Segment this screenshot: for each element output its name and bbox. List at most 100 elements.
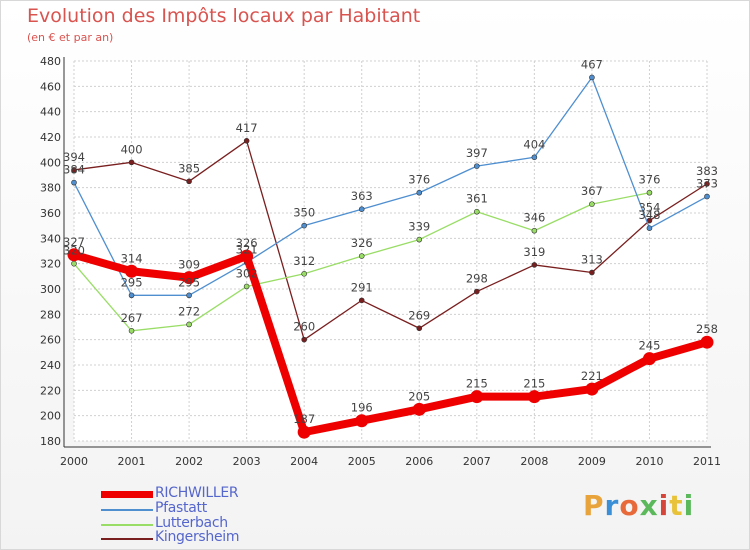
data-label-lutterbach: 339	[408, 220, 430, 234]
data-point-richwiller	[642, 352, 656, 366]
data-point-pfastatt	[704, 193, 710, 200]
data-point-kingersheim	[474, 288, 480, 295]
logo-letter: i	[658, 489, 670, 522]
data-point-kingersheim	[186, 178, 192, 185]
data-point-richwiller	[585, 382, 599, 396]
data-point-richwiller	[67, 248, 81, 262]
x-tick-label: 2003	[233, 455, 261, 468]
data-point-lutterbach	[589, 201, 595, 207]
data-label-richwiller: 326	[236, 236, 258, 250]
logo-letter: t	[669, 489, 684, 522]
data-point-pfastatt	[416, 189, 423, 196]
x-tick-label: 2000	[60, 455, 88, 468]
legend-label-kingersheim: Kingersheim	[155, 529, 240, 545]
x-tick-label: 2008	[520, 455, 548, 468]
data-point-richwiller	[125, 264, 139, 278]
y-tick-label: 280	[40, 308, 61, 321]
data-point-kingersheim	[358, 297, 365, 304]
x-tick-label: 2009	[578, 455, 606, 468]
data-point-lutterbach	[646, 189, 653, 196]
data-label-kingersheim: 319	[523, 245, 545, 259]
data-label-richwiller: 205	[408, 389, 430, 403]
data-point-lutterbach	[358, 253, 365, 259]
data-point-richwiller	[297, 425, 311, 439]
data-point-lutterbach	[186, 321, 192, 328]
logo-letter: P	[583, 489, 605, 522]
data-label-pfastatt: 295	[178, 275, 200, 289]
data-point-richwiller	[182, 271, 196, 285]
data-point-kingersheim	[531, 262, 538, 268]
data-label-pfastatt: 376	[408, 173, 430, 187]
y-tick-label: 180	[40, 435, 61, 448]
x-tick-label: 2005	[348, 455, 376, 468]
data-label-lutterbach: 302	[236, 266, 258, 280]
y-tick-label: 400	[40, 156, 61, 169]
data-label-pfastatt: 404	[523, 137, 545, 151]
legend-swatch-kingersheim	[101, 538, 153, 540]
data-label-richwiller: 309	[178, 258, 200, 272]
data-label-kingersheim: 394	[63, 150, 85, 164]
data-point-lutterbach	[531, 227, 538, 234]
data-point-kingersheim	[704, 181, 710, 187]
data-label-kingersheim: 313	[581, 253, 603, 267]
data-label-lutterbach: 267	[121, 311, 143, 325]
data-label-kingersheim: 385	[178, 161, 200, 175]
data-label-kingersheim: 260	[293, 320, 315, 334]
data-point-pfastatt	[358, 206, 365, 212]
series-line-kingersheim	[73, 140, 708, 341]
plot-area	[74, 61, 707, 441]
data-point-kingersheim	[71, 167, 77, 173]
data-label-pfastatt: 384	[63, 163, 85, 177]
logo-letter: x	[639, 489, 659, 522]
logo-letter: i	[683, 489, 695, 522]
data-label-pfastatt: 348	[638, 208, 660, 222]
data-label-richwiller: 215	[523, 377, 545, 391]
x-tick-label: 2004	[290, 455, 318, 468]
data-point-kingersheim	[301, 336, 307, 343]
data-label-kingersheim: 298	[466, 272, 488, 286]
data-label-kingersheim: 291	[351, 280, 373, 294]
data-point-pfastatt	[128, 292, 135, 299]
logo-letter: r	[604, 489, 620, 522]
data-point-richwiller	[527, 390, 541, 404]
data-label-lutterbach: 367	[581, 184, 603, 198]
y-tick-label: 360	[40, 207, 61, 220]
data-label-richwiller: 258	[696, 322, 718, 336]
data-point-kingersheim	[128, 159, 135, 166]
data-label-richwiller: 314	[121, 251, 143, 265]
data-point-richwiller	[700, 335, 714, 349]
legend-swatch-lutterbach	[101, 524, 153, 526]
y-tick-label: 340	[40, 232, 61, 245]
data-label-lutterbach: 312	[293, 254, 315, 268]
y-tick-label: 220	[40, 384, 61, 397]
data-point-pfastatt	[474, 163, 480, 169]
data-label-pfastatt: 295	[121, 275, 143, 289]
data-point-lutterbach	[474, 208, 480, 215]
data-label-kingersheim: 400	[121, 142, 143, 156]
data-label-richwiller: 245	[638, 339, 660, 353]
data-label-lutterbach: 346	[523, 211, 545, 225]
data-label-kingersheim: 354	[638, 201, 660, 215]
x-tick-label: 2010	[635, 455, 663, 468]
logo-letter: o	[619, 489, 640, 522]
data-point-pfastatt	[531, 154, 538, 161]
data-point-richwiller	[470, 390, 484, 404]
data-label-kingersheim: 269	[408, 308, 430, 322]
data-point-lutterbach	[243, 283, 250, 290]
y-tick-label: 480	[40, 55, 61, 68]
data-label-lutterbach: 326	[351, 236, 373, 250]
chart-subtitle: (en € et par an)	[27, 31, 114, 44]
data-point-lutterbach	[128, 327, 135, 334]
data-point-pfastatt	[589, 74, 595, 81]
x-tick-label: 2002	[175, 455, 203, 468]
data-point-pfastatt	[71, 179, 77, 186]
y-tick-label: 420	[40, 131, 61, 144]
data-label-richwiller: 196	[351, 401, 373, 415]
data-point-richwiller	[240, 249, 254, 263]
data-point-richwiller	[355, 414, 369, 428]
data-point-kingersheim	[243, 138, 250, 144]
y-tick-label: 200	[40, 410, 61, 423]
data-label-richwiller: 327	[63, 235, 85, 249]
